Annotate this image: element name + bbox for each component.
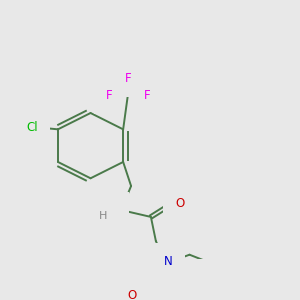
Text: O: O bbox=[128, 290, 137, 300]
Text: N: N bbox=[109, 204, 118, 217]
Text: N: N bbox=[164, 255, 173, 268]
Text: F: F bbox=[106, 89, 112, 102]
Text: F: F bbox=[125, 72, 131, 85]
Text: F: F bbox=[144, 89, 150, 102]
Text: Cl: Cl bbox=[26, 121, 38, 134]
Text: H: H bbox=[99, 211, 107, 221]
Text: O: O bbox=[175, 197, 184, 210]
